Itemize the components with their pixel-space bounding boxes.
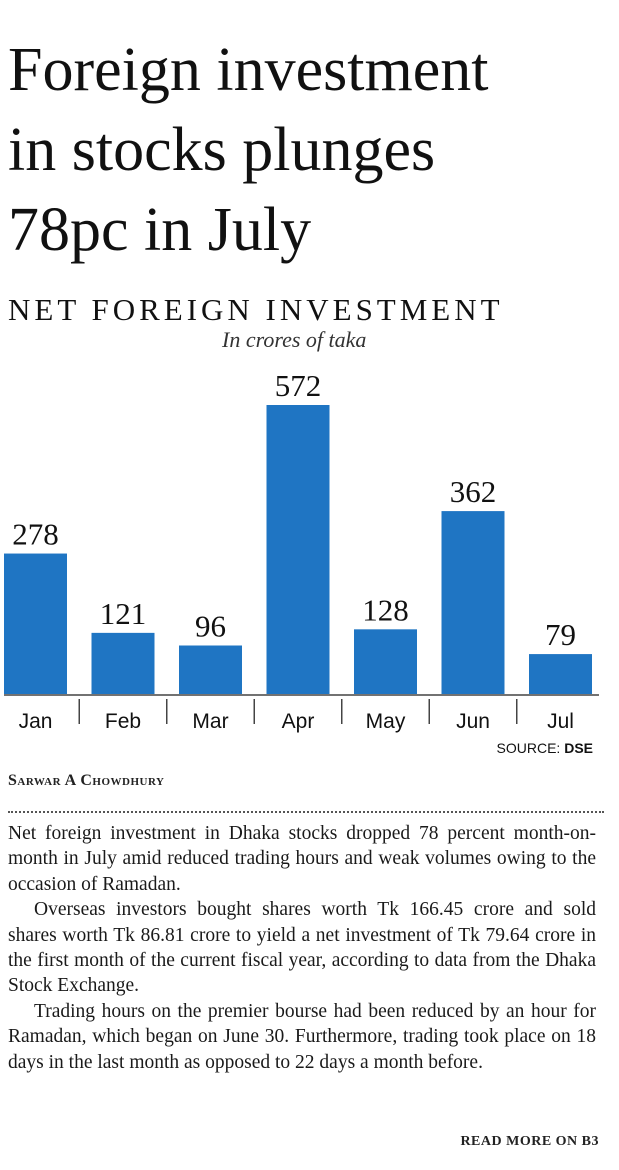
data-label-jul: 79 — [545, 617, 576, 652]
data-label-mar: 96 — [195, 608, 226, 643]
chart-title: NET FOREIGN INVESTMENT — [8, 292, 504, 327]
data-label-feb: 121 — [100, 596, 147, 631]
tick-label-jun: Jun — [456, 710, 490, 733]
article-paragraph-1: Net foreign investment in Dhaka stocks d… — [8, 823, 596, 895]
headline-line-3: 78pc in July — [8, 196, 312, 264]
source-label: SOURCE: — [496, 740, 561, 756]
tick-label-apr: Apr — [282, 710, 315, 733]
source-name: DSE — [564, 740, 593, 756]
data-label-jan: 278 — [12, 517, 59, 552]
headline: Foreign investment in stocks plunges 78p… — [8, 30, 608, 270]
bar-mar — [179, 645, 242, 694]
data-label-jun: 362 — [450, 474, 497, 509]
bar-jul — [529, 654, 592, 694]
tick-label-jul: Jul — [547, 710, 574, 733]
tick-label-mar: Mar — [192, 710, 228, 733]
bar-apr — [266, 405, 330, 694]
article-paragraph-3: Trading hours on the premier bourse had … — [8, 1000, 596, 1073]
source-credit: SOURCE: DSE — [497, 740, 593, 756]
tick-label-may: May — [366, 710, 406, 733]
read-more-link[interactable]: READ MORE ON B3 — [460, 1134, 599, 1149]
bar-may — [354, 629, 417, 694]
dotted-divider — [8, 811, 604, 813]
headline-line-1: Foreign investment — [8, 36, 489, 104]
bar-jun — [441, 511, 505, 694]
bar-jan — [4, 553, 67, 694]
chart-subtitle: In crores of taka — [222, 327, 367, 352]
data-label-apr: 572 — [275, 368, 322, 403]
bar-feb — [91, 632, 155, 694]
data-label-may: 128 — [362, 592, 409, 627]
bar-chart: 278 Jan 121 Feb 96 Mar 572 Apr 128 May 362 Jun 79 Jul — [4, 368, 599, 733]
tick-label-feb: Feb — [105, 710, 141, 733]
byline: Sarwar A Chowdhury — [8, 772, 165, 789]
article-body: Net foreign investment in Dhaka stocks d… — [8, 821, 596, 1075]
tick-label-jan: Jan — [19, 710, 53, 733]
headline-line-2: in stocks plunges — [8, 116, 436, 184]
article-paragraph-2: Overseas investors bought shares worth T… — [8, 899, 596, 997]
